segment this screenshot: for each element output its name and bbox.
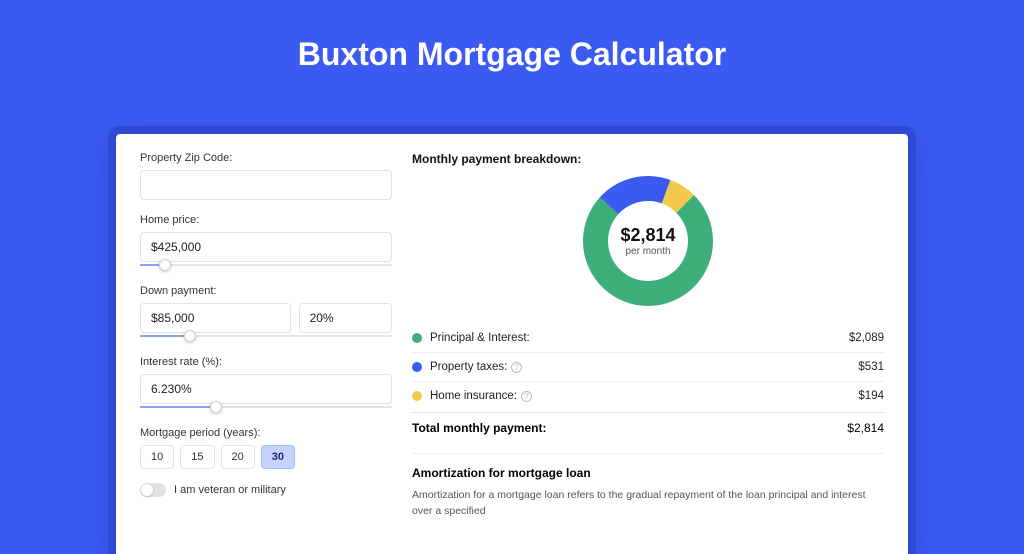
info-icon[interactable]: ? xyxy=(521,391,532,402)
donut-amount: $2,814 xyxy=(620,225,675,246)
rate-slider[interactable] xyxy=(140,401,392,413)
period-btn-10[interactable]: 10 xyxy=(140,445,174,469)
breakdown-panel: Monthly payment breakdown: $2,814 per mo… xyxy=(392,152,884,536)
breakdown-line: Home insurance:?$194 xyxy=(412,382,884,410)
down-payment-input[interactable] xyxy=(140,303,291,333)
toggle-knob xyxy=(141,484,153,496)
donut-chart: $2,814 per month xyxy=(583,176,713,306)
form-panel: Property Zip Code: Home price: Down paym… xyxy=(140,152,392,536)
breakdown-line-value: $194 xyxy=(858,390,884,402)
legend-dot xyxy=(412,333,422,343)
breakdown-line: Principal & Interest:$2,089 xyxy=(412,324,884,353)
page-title: Buxton Mortgage Calculator xyxy=(0,0,1024,73)
legend-dot xyxy=(412,391,422,401)
home-price-input[interactable] xyxy=(140,232,392,262)
legend-dot xyxy=(412,362,422,372)
breakdown-heading: Monthly payment breakdown: xyxy=(412,152,884,166)
info-icon[interactable]: ? xyxy=(511,362,522,373)
period-btn-20[interactable]: 20 xyxy=(221,445,255,469)
home-price-label: Home price: xyxy=(140,214,392,226)
down-payment-slider[interactable] xyxy=(140,330,392,342)
rate-label: Interest rate (%): xyxy=(140,356,392,368)
period-btn-30[interactable]: 30 xyxy=(261,445,295,469)
veteran-toggle[interactable] xyxy=(140,483,166,497)
rate-input[interactable] xyxy=(140,374,392,404)
amort-body: Amortization for a mortgage loan refers … xyxy=(412,488,884,520)
calculator-card: Property Zip Code: Home price: Down paym… xyxy=(116,134,908,554)
breakdown-line-label: Principal & Interest: xyxy=(430,332,849,344)
breakdown-line-value: $2,089 xyxy=(849,332,884,344)
amort-heading: Amortization for mortgage loan xyxy=(412,466,884,480)
donut-sub: per month xyxy=(620,246,675,257)
total-label: Total monthly payment: xyxy=(412,421,847,435)
period-btn-15[interactable]: 15 xyxy=(180,445,214,469)
breakdown-line-label: Home insurance:? xyxy=(430,390,858,402)
zip-label: Property Zip Code: xyxy=(140,152,392,164)
down-payment-label: Down payment: xyxy=(140,285,392,297)
home-price-slider[interactable] xyxy=(140,259,392,271)
veteran-label: I am veteran or military xyxy=(174,484,286,496)
period-label: Mortgage period (years): xyxy=(140,427,392,439)
zip-input[interactable] xyxy=(140,170,392,200)
total-value: $2,814 xyxy=(847,421,884,435)
breakdown-line-value: $531 xyxy=(858,361,884,373)
breakdown-line: Property taxes:?$531 xyxy=(412,353,884,382)
down-payment-pct-input[interactable] xyxy=(299,303,392,333)
breakdown-line-label: Property taxes:? xyxy=(430,361,858,373)
